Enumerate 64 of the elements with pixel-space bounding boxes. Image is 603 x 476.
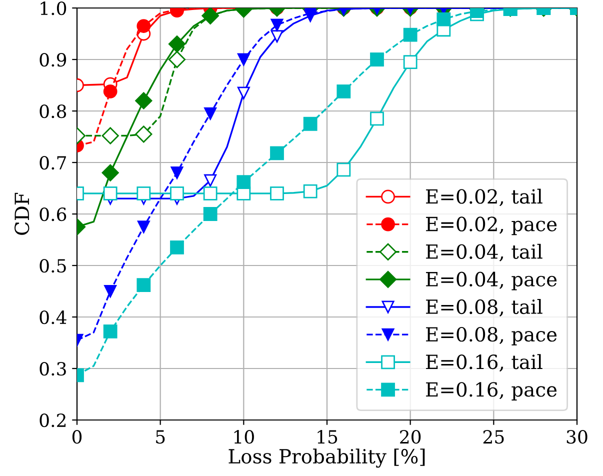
point [303, 116, 318, 131]
y-tick-label: 0.6 [40, 207, 66, 222]
y-tick-label: 0.4 [40, 310, 66, 324]
y-tick-label: 0.3 [40, 362, 66, 376]
point [170, 186, 184, 200]
point [136, 186, 151, 200]
point [270, 18, 284, 32]
x-tick-label: 0 [72, 430, 82, 444]
x-tick-label: 10 [234, 430, 254, 444]
point [136, 19, 151, 33]
point [135, 126, 152, 143]
point [103, 84, 118, 98]
point [403, 28, 418, 42]
point [237, 86, 250, 100]
x-tick-label: 25 [483, 430, 504, 444]
y-tick-label: 0.2 [40, 413, 66, 428]
point [304, 8, 317, 20]
point [403, 55, 418, 70]
x-tick-label: 5 [156, 430, 165, 444]
point [203, 186, 218, 200]
y-tick-label: 0.9 [40, 52, 66, 67]
y-axis-title: CDF [14, 192, 30, 235]
legend-label: E=0.08, tail [426, 299, 542, 316]
legend-label: E=0.02, pace [426, 216, 557, 236]
x-tick-label: 20 [400, 430, 421, 444]
point [436, 12, 451, 26]
point [203, 207, 218, 221]
x-tick-label: 30 [566, 430, 588, 444]
point [303, 184, 318, 198]
point [104, 285, 117, 298]
legend-label: E=0.02, tail [426, 188, 542, 206]
point [170, 240, 184, 254]
point [204, 107, 217, 120]
point [270, 186, 284, 200]
legend-label: E=0.08, pace [426, 326, 557, 346]
point [370, 112, 384, 126]
point [168, 36, 186, 53]
point [102, 164, 119, 182]
y-tick-label: 0.7 [40, 156, 66, 170]
point [103, 324, 118, 338]
point [270, 146, 284, 160]
point [136, 278, 151, 292]
legend-label: E=0.04, tail [426, 244, 542, 262]
legend-label: E=0.04, pace [426, 272, 557, 290]
y-tick-label: 1.0 [40, 1, 66, 16]
point [270, 30, 284, 43]
point [204, 174, 217, 187]
point [236, 175, 251, 190]
point [102, 127, 119, 144]
point [168, 50, 186, 68]
point [237, 53, 250, 66]
y-tick-label: 0.8 [40, 104, 66, 118]
point [170, 166, 184, 180]
point [135, 92, 152, 110]
legend-label: E=0.16, tail [426, 354, 542, 372]
point [137, 220, 150, 234]
legend-label: E=0.16, pace [426, 382, 557, 401]
x-axis-title: Loss Probability [%] [228, 448, 425, 468]
y-tick-label: 0.5 [40, 258, 66, 273]
x-tick-label: 15 [318, 430, 338, 444]
point [370, 52, 384, 66]
point [103, 186, 118, 200]
point [336, 84, 351, 98]
point [336, 162, 351, 177]
